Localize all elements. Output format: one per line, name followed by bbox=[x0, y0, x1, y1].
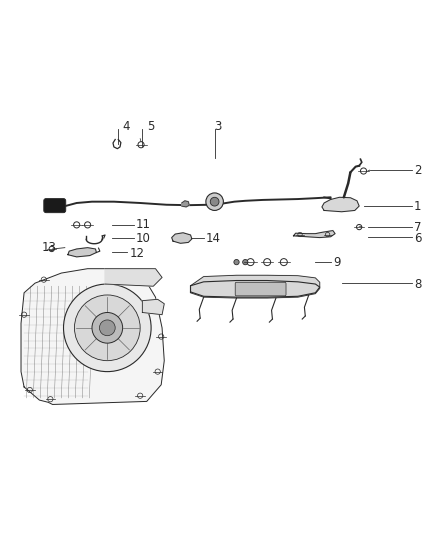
Polygon shape bbox=[68, 248, 96, 257]
Circle shape bbox=[206, 193, 223, 211]
FancyBboxPatch shape bbox=[44, 199, 66, 213]
Text: 12: 12 bbox=[129, 247, 144, 260]
Text: 1: 1 bbox=[414, 199, 421, 213]
Text: 13: 13 bbox=[42, 241, 57, 254]
Circle shape bbox=[64, 284, 151, 372]
Text: 14: 14 bbox=[206, 231, 221, 245]
Polygon shape bbox=[191, 280, 320, 297]
Text: 9: 9 bbox=[333, 256, 340, 269]
Polygon shape bbox=[191, 275, 320, 298]
Polygon shape bbox=[182, 201, 189, 207]
Text: 11: 11 bbox=[136, 219, 151, 231]
Polygon shape bbox=[172, 233, 192, 243]
Text: 4: 4 bbox=[123, 120, 130, 133]
Polygon shape bbox=[105, 269, 162, 286]
Text: 7: 7 bbox=[414, 221, 421, 233]
Polygon shape bbox=[142, 300, 164, 314]
Circle shape bbox=[210, 197, 219, 206]
Text: 3: 3 bbox=[215, 120, 222, 133]
Text: 10: 10 bbox=[136, 231, 151, 245]
Circle shape bbox=[243, 260, 248, 265]
Polygon shape bbox=[322, 197, 359, 212]
Circle shape bbox=[234, 260, 239, 265]
Circle shape bbox=[74, 295, 140, 361]
Text: 2: 2 bbox=[414, 164, 421, 176]
Circle shape bbox=[99, 320, 115, 336]
FancyBboxPatch shape bbox=[235, 282, 286, 296]
Text: 6: 6 bbox=[414, 231, 421, 245]
Polygon shape bbox=[21, 269, 164, 405]
Text: 5: 5 bbox=[147, 120, 154, 133]
Polygon shape bbox=[293, 231, 335, 238]
Circle shape bbox=[92, 312, 123, 343]
Text: 8: 8 bbox=[414, 278, 421, 290]
